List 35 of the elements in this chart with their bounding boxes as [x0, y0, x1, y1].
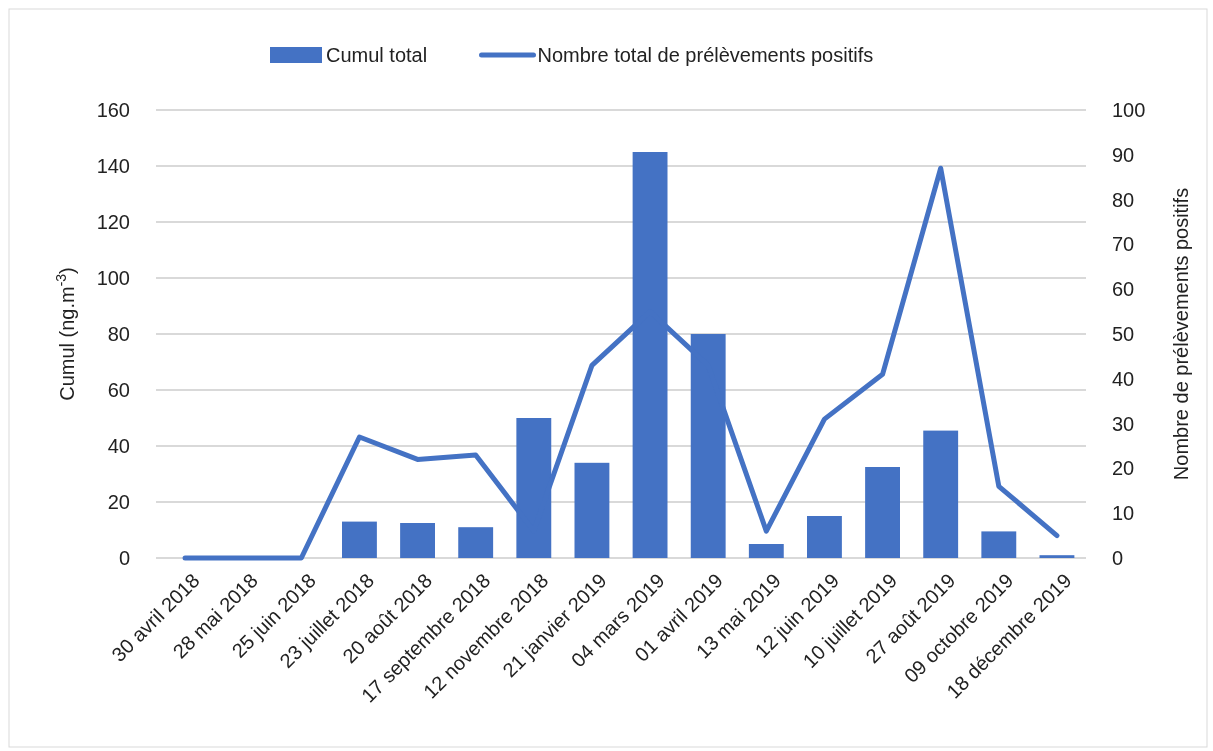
bar [342, 521, 377, 558]
y2-tick-label: 50 [1112, 323, 1135, 345]
bar [981, 531, 1017, 558]
y2-tick-label: 70 [1112, 233, 1135, 256]
y-tick-label: 0 [118, 547, 130, 569]
y-tick-label: 100 [96, 267, 130, 289]
legend-label: Nombre total de prélèvements positifs [537, 44, 874, 66]
y-tick-label: 40 [107, 435, 130, 457]
y-tick-label: 140 [96, 155, 130, 177]
bar [1039, 555, 1075, 558]
y2-axis-title: Nombre de prélèvements positifs [1170, 187, 1192, 481]
y2-tick-label: 40 [1112, 367, 1135, 390]
bar [748, 544, 784, 558]
y-tick-label: 60 [107, 379, 130, 401]
bar [574, 462, 610, 558]
bar [807, 516, 842, 558]
y2-tick-label: 30 [1112, 412, 1135, 435]
y2-tick-label: 60 [1112, 278, 1135, 301]
legend-label: Cumul total [326, 44, 428, 66]
bar [865, 467, 900, 558]
y2-tick-label: 0 [1112, 547, 1124, 569]
y2-tick-label: 100 [1112, 99, 1146, 121]
y2-tick-label: 20 [1112, 457, 1135, 480]
y-tick-label: 20 [107, 491, 130, 513]
bar [690, 334, 726, 558]
y2-tick-label: 80 [1112, 188, 1135, 211]
bar [400, 523, 435, 558]
y-tick-label: 160 [96, 99, 130, 121]
y-tick-label: 80 [107, 323, 130, 345]
y-tick-label: 120 [96, 211, 130, 233]
y2-tick-label: 10 [1112, 502, 1135, 525]
bar [923, 430, 959, 558]
y2-tick-label: 90 [1112, 143, 1135, 166]
bar [458, 527, 494, 558]
bar [516, 418, 552, 558]
